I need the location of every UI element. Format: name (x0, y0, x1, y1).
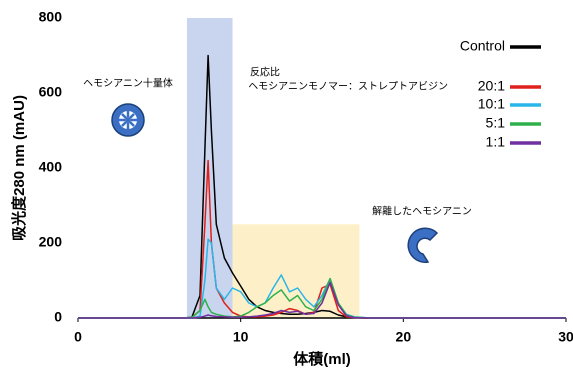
legend-label: 10:1 (478, 96, 505, 112)
y-tick-label: 0 (54, 309, 62, 325)
legend-label: 5:1 (486, 115, 506, 131)
x-tick-label: 0 (74, 329, 82, 345)
x-tick-label: 20 (396, 329, 412, 345)
y-axis-label: 吸光度280 nm (mAU) (10, 95, 28, 241)
annotation: 解離したヘモシアニン (372, 205, 472, 218)
x-tick-label: 30 (558, 329, 573, 345)
annotation: ヘモシアニン十量体 (83, 77, 173, 90)
legend-label: Control (460, 38, 505, 54)
y-tick-label: 400 (39, 159, 63, 175)
chart: 体積(ml) 吸光度280 nm (mAU) 0 200 400 600 800 0 10 2… (0, 0, 573, 370)
y-tick-label: 800 (39, 9, 63, 25)
decamer-icon (112, 104, 144, 136)
x-axis-label: 体積(ml) (293, 350, 351, 368)
annotation: 反応比 (250, 66, 280, 79)
region (187, 18, 233, 318)
y-tick-label: 600 (39, 84, 63, 100)
legend-label: 1:1 (486, 134, 506, 150)
x-tick-label: 10 (233, 329, 249, 345)
monomer-icon (408, 228, 437, 262)
legend-label: 20:1 (478, 78, 505, 94)
annotation: ヘモシアニンモノマー：ストレプトアビジン (248, 81, 448, 93)
y-tick-label: 200 (39, 234, 63, 250)
